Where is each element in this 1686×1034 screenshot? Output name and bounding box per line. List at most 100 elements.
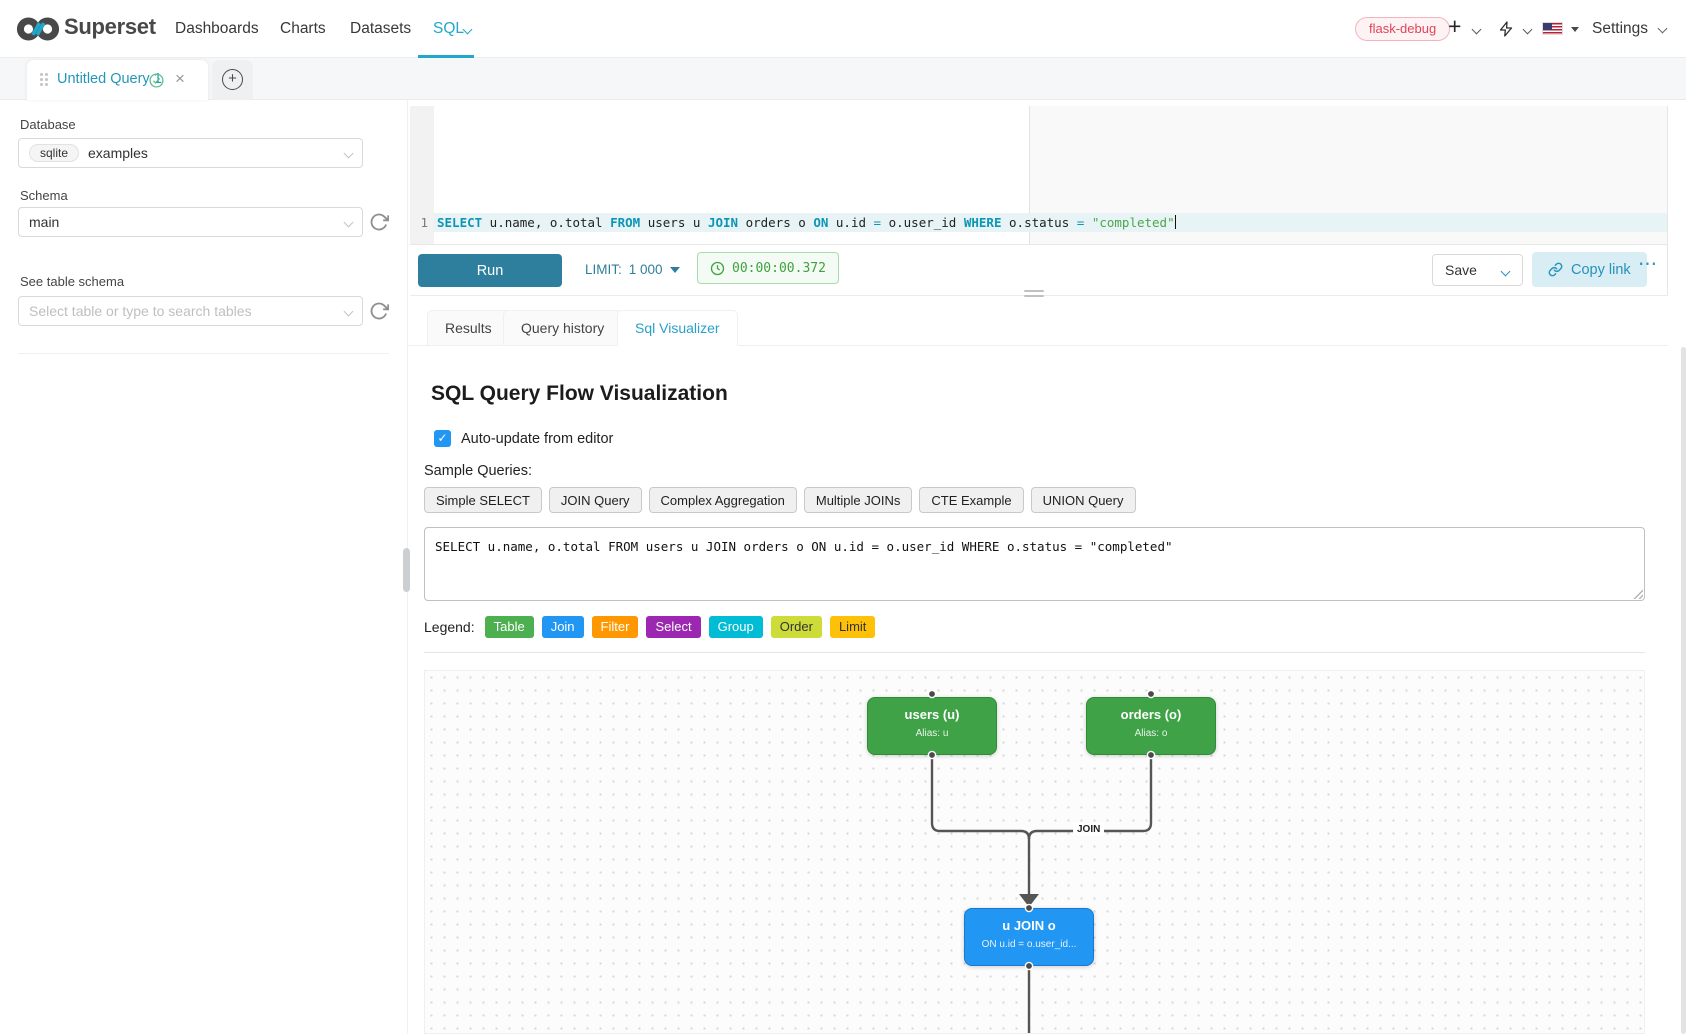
legend-table-badge: Table — [484, 616, 534, 638]
edge-users-to-join — [930, 755, 1031, 895]
run-button[interactable]: Run — [418, 254, 562, 287]
legend-order-badge: Order — [770, 616, 822, 638]
active-nav-underline — [418, 55, 474, 58]
sample-union-query-button[interactable]: UNION Query — [1030, 487, 1136, 513]
limit-dropdown[interactable]: LIMIT: 1 000 — [585, 262, 680, 277]
link-icon — [1548, 262, 1563, 277]
south-pane-resize-handle[interactable] — [1024, 290, 1044, 299]
caret-down-icon[interactable] — [1571, 27, 1579, 32]
flow-edges — [927, 689, 1156, 1033]
sample-queries-label: Sample Queries: — [424, 463, 532, 479]
chevron-down-icon — [462, 24, 473, 35]
clock-icon — [710, 261, 725, 275]
nav-datasets[interactable]: Datasets — [350, 20, 412, 37]
nav-dashboards[interactable]: Dashboards — [175, 20, 259, 37]
editor-toolbar: Run LIMIT: 1 000 00:00:00.372 Save Copy … — [410, 245, 1668, 296]
line-number: 1 — [420, 215, 428, 230]
sample-join-query-button[interactable]: JOIN Query — [548, 487, 642, 513]
node-subtitle: Alias: o — [1134, 728, 1168, 739]
query-tab-strip: Untitled Query 1 × + — [0, 58, 1686, 100]
divider — [18, 353, 389, 354]
pane-splitter-handle[interactable] — [403, 548, 410, 592]
chevron-down-icon — [343, 217, 354, 227]
legend-filter-badge: Filter — [591, 616, 639, 638]
copy-link-button[interactable]: Copy link — [1532, 252, 1647, 287]
page-title: SQL Query Flow Visualization — [431, 382, 728, 405]
legend-label: Legend: — [424, 619, 475, 635]
tab-query-history[interactable]: Query history — [503, 310, 623, 346]
node-title: orders (o) — [1120, 707, 1182, 722]
table-select-placeholder: Select table or type to search tables — [29, 303, 252, 319]
sample-complex-aggregation-button[interactable]: Complex Aggregation — [648, 487, 797, 513]
save-dropdown-button[interactable] — [1489, 254, 1523, 286]
database-label: Database — [20, 117, 76, 132]
legend-join-badge: Join — [541, 616, 584, 638]
scrollbar[interactable] — [1681, 347, 1686, 1034]
language-flag-icon[interactable] — [1542, 22, 1563, 35]
settings-menu[interactable]: Settings — [1592, 20, 1649, 37]
node-title: users (u) — [904, 707, 960, 722]
sqllab-sidebar: Database sqlite examples Schema main See… — [0, 100, 407, 1034]
add-query-tab[interactable]: + — [212, 60, 253, 100]
limit-value: 1 000 — [628, 262, 663, 277]
save-button[interactable]: Save — [1432, 254, 1490, 286]
query-timer: 00:00:00.372 — [697, 252, 839, 284]
refresh-tables-icon[interactable] — [369, 301, 389, 321]
query-tab-label: Untitled Query 1 — [57, 71, 162, 87]
chevron-down-icon[interactable] — [1471, 24, 1482, 35]
chevron-down-icon — [1500, 266, 1511, 276]
auto-update-label: Auto-update from editor — [461, 430, 614, 447]
node-title: u JOIN o — [1002, 918, 1056, 933]
sample-simple-select-button[interactable]: Simple SELECT — [424, 487, 542, 513]
nav-sql[interactable]: SQL — [433, 20, 465, 37]
legend-limit-badge: Limit — [829, 616, 876, 638]
query-input[interactable]: SELECT u.name, o.total FROM users u JOIN… — [424, 527, 1645, 601]
table-select[interactable]: Select table or type to search tables — [18, 296, 363, 326]
chevron-down-icon — [343, 306, 354, 316]
auto-update-row: ✓ Auto-update from editor — [434, 430, 613, 447]
close-tab-icon[interactable]: × — [175, 69, 185, 88]
environment-badge: flask-debug — [1355, 17, 1451, 41]
query-tab-active[interactable]: Untitled Query 1 × — [27, 60, 208, 100]
flow-node-users[interactable]: users (u) Alias: u — [867, 697, 997, 755]
chevron-down-icon[interactable] — [1522, 24, 1533, 35]
chevron-down-icon — [1657, 23, 1668, 34]
flow-canvas[interactable]: users (u) Alias: u orders (o) Alias: o u… — [424, 670, 1645, 1034]
chevron-down-icon — [343, 148, 354, 158]
timer-value: 00:00:00.372 — [732, 260, 826, 276]
edge-arrowhead-icon — [1019, 894, 1039, 907]
copy-link-label: Copy link — [1571, 261, 1631, 278]
new-item-button[interactable]: + — [1448, 13, 1462, 39]
schema-label: Schema — [20, 188, 68, 203]
node-subtitle: ON u.id = o.user_id... — [981, 939, 1077, 950]
schema-value: main — [29, 214, 60, 230]
flow-node-join[interactable]: u JOIN o ON u.id = o.user_id... — [964, 908, 1094, 966]
text-cursor — [1174, 215, 1177, 229]
database-select[interactable]: sqlite examples — [18, 138, 363, 168]
sample-multiple-joins-button[interactable]: Multiple JOINs — [803, 487, 913, 513]
saved-check-icon — [149, 73, 164, 88]
editor-gutter — [410, 106, 434, 244]
print-margin-line — [1029, 106, 1030, 244]
legend-group-badge: Group — [708, 616, 763, 638]
tab-sql-visualizer[interactable]: Sql Visualizer — [617, 310, 738, 346]
sample-cte-example-button[interactable]: CTE Example — [919, 487, 1024, 513]
lightning-icon[interactable] — [1498, 21, 1514, 37]
legend-select-badge: Select — [646, 616, 701, 638]
tab-results[interactable]: Results — [427, 310, 510, 346]
sample-query-buttons: Simple SELECT JOIN Query Complex Aggrega… — [424, 487, 1136, 513]
flow-node-orders[interactable]: orders (o) Alias: o — [1086, 697, 1216, 755]
sql-code-line: SELECT u.name, o.total FROM users u JOIN… — [437, 215, 1177, 230]
active-line-highlight — [434, 213, 1667, 232]
database-value: examples — [88, 145, 148, 161]
nav-charts[interactable]: Charts — [280, 20, 326, 37]
refresh-schema-icon[interactable] — [369, 212, 389, 232]
schema-select[interactable]: main — [18, 207, 363, 237]
auto-update-checkbox[interactable]: ✓ — [434, 430, 451, 447]
more-menu-icon[interactable]: ⋯ — [1638, 254, 1658, 275]
textarea-resize-grip[interactable] — [1632, 588, 1643, 599]
south-pane-tabs: Results Query history Sql Visualizer — [408, 296, 1668, 346]
drag-handle-icon[interactable] — [40, 73, 48, 86]
sql-editor[interactable]: 1 SELECT u.name, o.total FROM users u JO… — [410, 106, 1668, 245]
table-schema-label: See table schema — [20, 274, 125, 289]
